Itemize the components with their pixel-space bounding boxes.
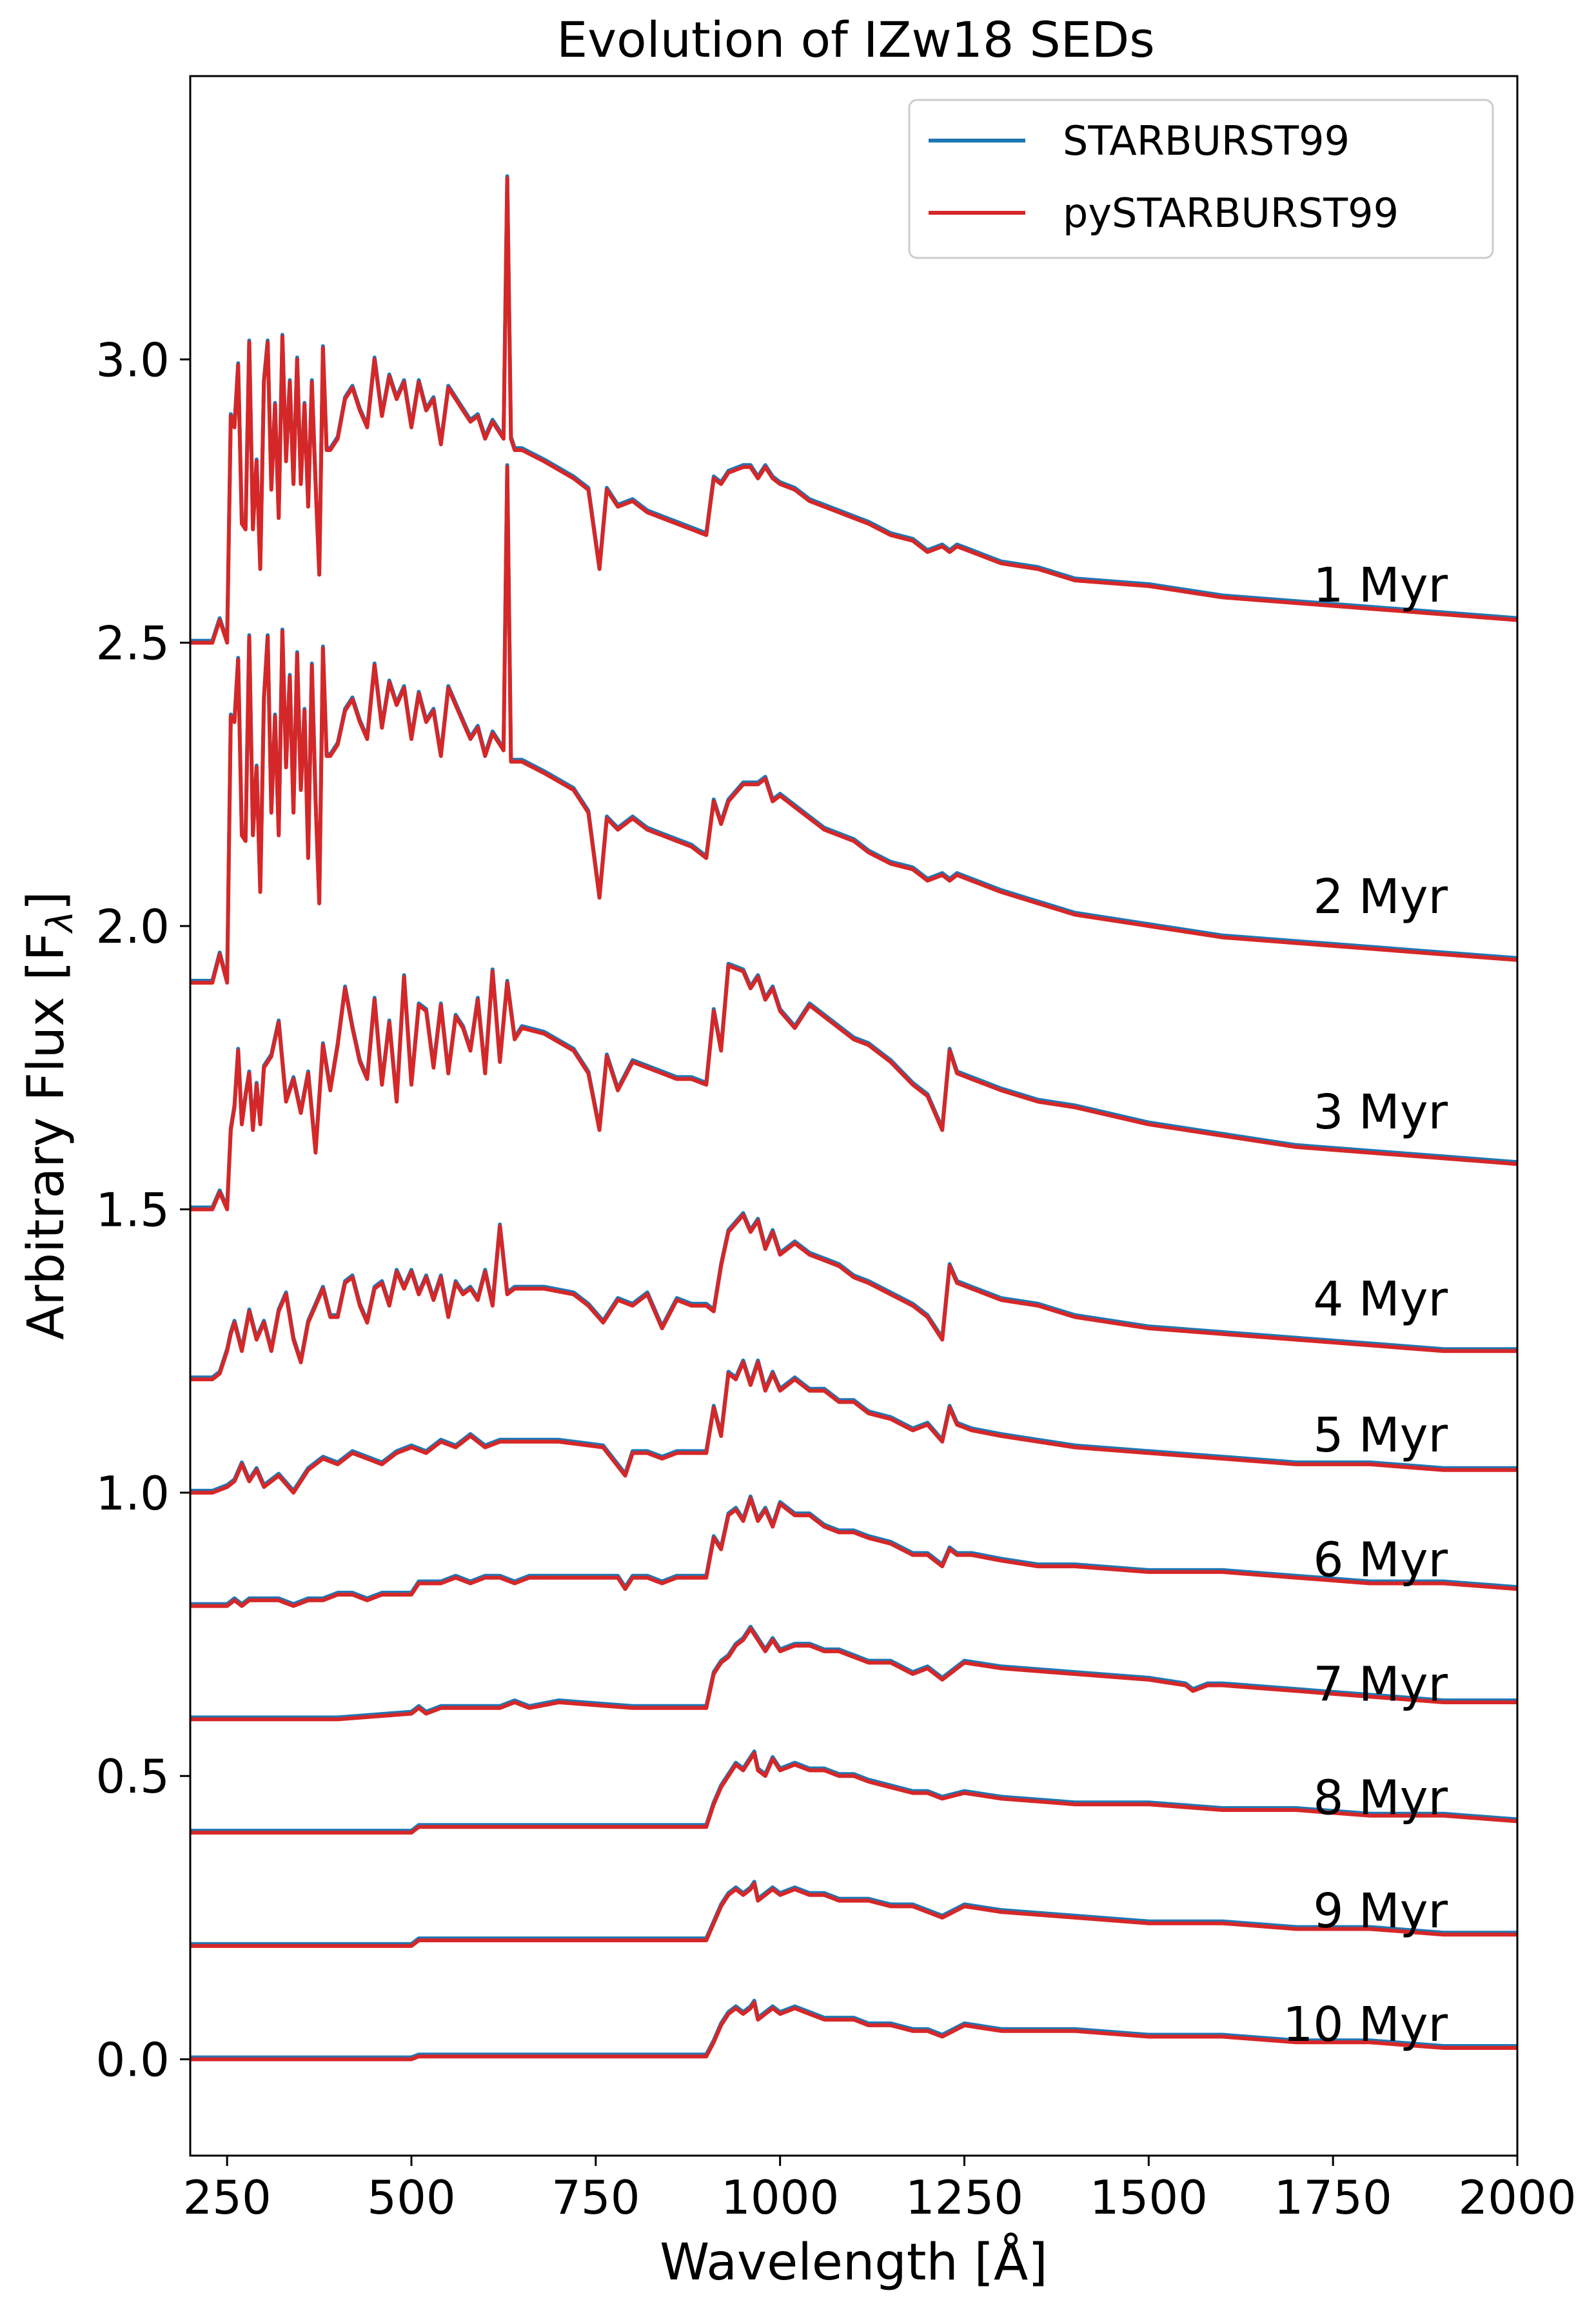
x-tick-label: 1750 (1274, 2170, 1392, 2225)
legend-frame (908, 99, 1494, 259)
x-tick-label: 750 (551, 2170, 640, 2225)
series-pystarburst99-10 (190, 2000, 1517, 2061)
age-label: 5 Myr (1313, 1408, 1448, 1463)
y-axis-title-subscript: λ (39, 910, 81, 934)
series-pystarburst99-9 (190, 1882, 1517, 1948)
series-pystarburst99-4 (190, 1213, 1517, 1382)
x-axis-title: Wavelength [Å] (660, 2232, 1048, 2292)
age-label: 2 Myr (1313, 869, 1448, 925)
series-pystarburst99-8 (190, 1751, 1518, 1835)
y-tick-label: 0.5 (95, 1749, 170, 1804)
plot-frame (189, 75, 1519, 2157)
legend-label-starburst99: STARBURST99 (1063, 117, 1350, 164)
series-pystarburst99-6 (190, 1496, 1518, 1608)
y-axis-title: Arbitrary Flux [Fλ] (17, 891, 81, 1340)
x-tick-label: 1000 (721, 2170, 839, 2225)
age-label: 9 Myr (1313, 1884, 1448, 1939)
legend: STARBURST99 pySTARBURST99 (908, 99, 1494, 259)
y-tick-label: 0.0 (95, 2033, 170, 2087)
y-tick-label: 1.5 (95, 1183, 170, 1237)
series-pystarburst99-2 (190, 465, 1518, 985)
series-pystarburst99-5 (190, 1360, 1517, 1495)
age-label: 4 Myr (1313, 1272, 1448, 1327)
age-label: 7 Myr (1313, 1657, 1448, 1713)
age-label: 3 Myr (1313, 1085, 1448, 1140)
x-tick-label: 500 (367, 2170, 455, 2225)
y-axis-title-main: Arbitrary Flux [F (17, 932, 75, 1340)
y-tick-label: 1.0 (95, 1466, 170, 1520)
y-axis-title-close: ] (17, 891, 75, 910)
x-tick-label: 250 (182, 2170, 271, 2225)
age-label: 6 Myr (1313, 1532, 1448, 1588)
age-label: 10 Myr (1283, 1997, 1448, 2052)
x-tick-label: 2000 (1458, 2170, 1576, 2225)
x-axis-ticks: 250 500 750 1000 1250 1500 1750 2000 (182, 2156, 1577, 2225)
age-labels: 1 Myr 2 Myr 3 Myr 4 Myr 5 Myr 6 Myr 7 Myr 8 Myr… (1283, 558, 1448, 2052)
y-tick-label: 2.0 (95, 900, 170, 954)
series-pystarburst99-3 (190, 963, 1518, 1212)
x-tick-label: 1250 (905, 2170, 1023, 2225)
chart-title: Evolution of IZw18 SEDs (557, 11, 1155, 68)
y-tick-label: 3.0 (95, 333, 170, 387)
series-pystarburst99-7 (190, 1626, 1517, 1722)
age-label: 8 Myr (1313, 1770, 1448, 1825)
series-layer (190, 174, 1518, 2061)
y-axis-ticks: 0.0 0.5 1.0 1.5 2.0 2.5 3.0 (95, 333, 190, 2087)
x-tick-label: 1500 (1090, 2170, 1208, 2225)
series-pystarburst99-1 (190, 176, 1518, 645)
age-label: 1 Myr (1313, 558, 1448, 613)
legend-label-pystarburst99: pySTARBURST99 (1063, 190, 1399, 237)
y-tick-label: 2.5 (95, 616, 170, 671)
